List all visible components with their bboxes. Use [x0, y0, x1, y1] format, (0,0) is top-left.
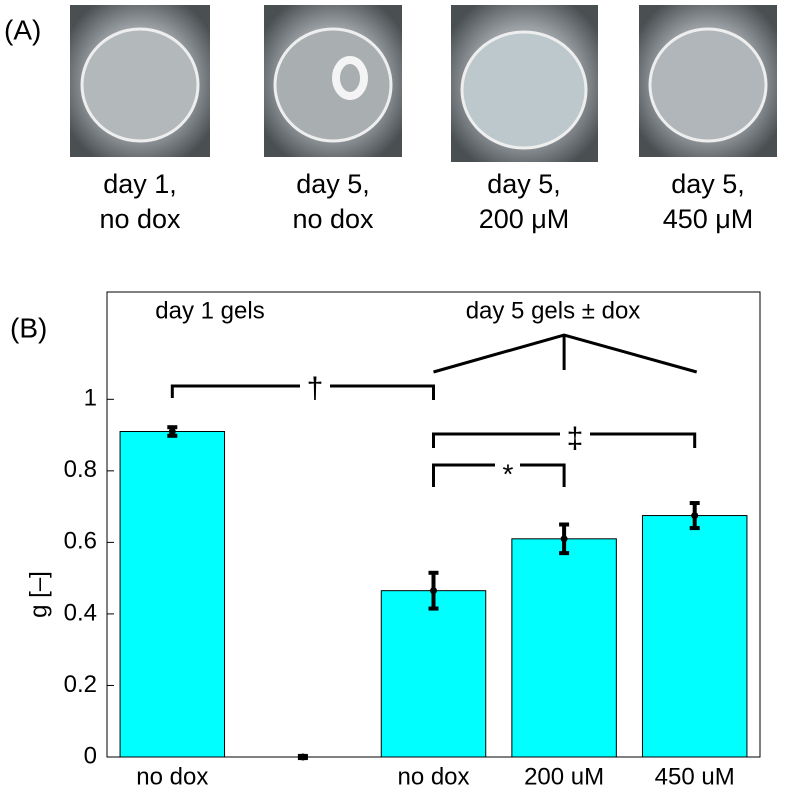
bracket: [432, 463, 495, 487]
bar: [641, 515, 748, 758]
photo-caption: day 5,: [487, 169, 561, 199]
bracket: [590, 432, 697, 448]
mean-dot: [560, 535, 568, 543]
y-tick-label: 0.4: [64, 599, 97, 626]
mean-dot: [168, 428, 176, 435]
photo-caption: 200 μM: [479, 204, 570, 234]
bracket: [330, 384, 435, 400]
x-tick-label: 450 uM: [655, 763, 735, 790]
bracket: [432, 432, 560, 448]
bar: [511, 538, 617, 758]
panel-label: (B): [10, 312, 47, 343]
panel-label: (A): [4, 14, 41, 45]
photo-caption: no dox: [292, 204, 374, 234]
y-tick-label: 1: [84, 385, 97, 412]
y-tick-label: 0.2: [64, 671, 97, 698]
photo-caption: 450 μM: [663, 204, 754, 234]
y-tick-label: 0: [84, 742, 97, 769]
x-tick-label: 200 uM: [524, 763, 604, 790]
y-tick-label: 0.8: [64, 456, 97, 483]
mean-dot: [691, 512, 699, 520]
well: [648, 27, 768, 143]
well: [80, 27, 200, 143]
photo-caption: day 5,: [671, 169, 745, 199]
well: [460, 30, 588, 150]
bracket: [170, 384, 300, 398]
mean-dot: [430, 587, 437, 595]
gel: [332, 56, 368, 100]
photo-caption: day 5,: [296, 169, 370, 199]
annotation: †: [307, 372, 324, 405]
annotation: *: [503, 458, 514, 489]
x-tick-label: no dox: [136, 763, 208, 790]
bar: [119, 431, 226, 758]
y-axis-label: g [–]: [25, 571, 52, 618]
bracket: [520, 463, 566, 487]
mean-dot: [299, 753, 307, 761]
photo-caption: no dox: [99, 204, 181, 234]
annotation: ‡: [567, 422, 584, 455]
x-tick-label: no dox: [397, 763, 469, 790]
annotation: day 5 gels ± dox: [466, 297, 641, 324]
photos: [70, 5, 777, 162]
photo-caption: day 1,: [103, 169, 177, 199]
y-tick-label: 0.6: [64, 528, 97, 555]
annotation: day 1 gels: [155, 297, 264, 324]
bar: [380, 590, 487, 758]
